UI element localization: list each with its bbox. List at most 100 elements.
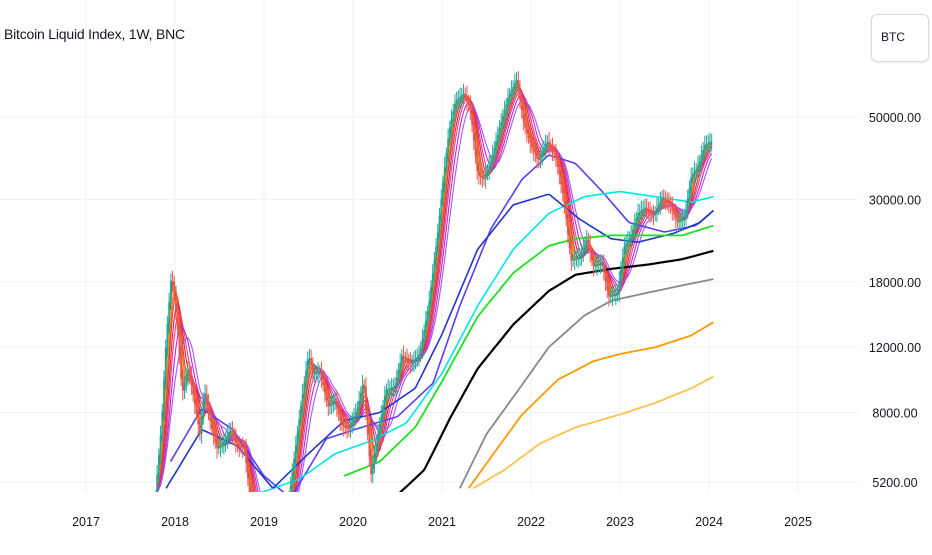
candle-body — [561, 184, 564, 194]
candle-body — [171, 280, 174, 282]
symbol-button[interactable]: BTC — [871, 14, 929, 62]
candle-body — [637, 213, 639, 219]
candle-body — [274, 531, 276, 533]
candle-body — [500, 122, 503, 129]
candle-body — [690, 177, 693, 189]
candle-body — [695, 168, 698, 172]
candle-body — [240, 446, 242, 448]
candle-body — [368, 433, 371, 457]
candle-body — [281, 524, 283, 526]
candle-body — [539, 155, 542, 160]
candle-body — [614, 294, 617, 296]
candle-body — [234, 438, 237, 443]
candle-body — [702, 149, 705, 156]
candle-body — [532, 147, 535, 152]
candle-body — [669, 203, 672, 207]
candle-body — [657, 204, 660, 209]
candle-body — [409, 362, 412, 364]
candle-body — [219, 445, 222, 448]
candle-body — [580, 252, 583, 257]
candle-body — [211, 420, 213, 429]
candle-body — [202, 400, 205, 418]
candle-body — [414, 358, 417, 361]
candle-body — [578, 256, 581, 258]
candle-body — [546, 141, 549, 145]
candle-body — [315, 372, 318, 374]
candle-body — [596, 265, 598, 267]
candle-body — [300, 406, 302, 420]
candle-body — [565, 204, 568, 219]
candle-body — [402, 355, 405, 358]
candle-body — [296, 432, 299, 446]
candle-body — [633, 223, 636, 230]
candle-body — [510, 90, 513, 94]
candle-body — [691, 174, 694, 178]
candle-body — [193, 394, 196, 404]
candle-body — [197, 413, 200, 425]
candle-body — [551, 147, 554, 152]
ma-ribbon-line — [156, 90, 713, 492]
candle-body — [266, 542, 268, 543]
x-tick-label: 2024 — [695, 515, 723, 529]
y-tick-label: 50000.00 — [869, 111, 921, 125]
candle-body — [683, 216, 686, 219]
ma-ribbon-line — [156, 94, 713, 492]
candle-body — [640, 210, 643, 212]
candle-body — [318, 371, 321, 373]
candle-body — [602, 263, 605, 273]
y-tick-label: 8000.00 — [872, 407, 917, 421]
candle-body — [649, 211, 651, 214]
candle-body — [185, 377, 188, 384]
candle-body — [419, 348, 422, 355]
candle-body — [283, 523, 285, 525]
candle-body — [180, 354, 182, 379]
candle-body — [645, 207, 648, 210]
candle-body — [406, 358, 408, 361]
candle-body — [433, 260, 436, 274]
candle-body — [358, 400, 360, 409]
candle-body — [395, 378, 398, 386]
candle-body — [322, 377, 325, 386]
candle-body — [517, 80, 520, 90]
candle-body — [257, 533, 259, 540]
candle-body — [264, 543, 266, 544]
candle-body — [693, 171, 696, 175]
candle-body — [705, 144, 708, 146]
candle-body — [486, 170, 489, 175]
candle-body — [371, 464, 374, 475]
x-tick-label: 2025 — [784, 515, 812, 529]
y-tick-label: 18000.00 — [869, 276, 921, 290]
candle-body — [212, 428, 215, 436]
candle-body — [161, 411, 164, 436]
candle-body — [157, 455, 160, 476]
candle-body — [221, 444, 224, 446]
candle-body — [613, 294, 616, 296]
candle-body — [430, 287, 432, 301]
candle-body — [623, 246, 626, 258]
candle-body — [382, 405, 384, 416]
candle-body — [553, 151, 556, 155]
candle-body — [666, 200, 669, 202]
candle-body — [178, 329, 181, 355]
candle-body — [496, 135, 499, 142]
candle-body — [505, 104, 508, 111]
candle-body — [577, 257, 580, 259]
candle-body — [659, 201, 662, 205]
candle-body — [187, 370, 189, 378]
candle-body — [383, 396, 386, 406]
candle-body — [285, 521, 287, 523]
candle-body — [512, 87, 515, 91]
candle-body — [236, 442, 239, 447]
candle-body — [489, 161, 492, 166]
candle-body — [365, 387, 367, 411]
candle-body — [501, 116, 504, 123]
candle-body — [327, 400, 330, 407]
candle-body — [440, 199, 443, 216]
candle-body — [709, 142, 711, 144]
candle-body — [163, 379, 165, 412]
x-tick-label: 2019 — [250, 515, 278, 529]
candle-body — [484, 174, 487, 179]
y-tick-label: 12000.00 — [869, 341, 921, 355]
axes: 5200.00 8000.00 12000.00 18000.00 30000.00 50… — [72, 111, 921, 529]
